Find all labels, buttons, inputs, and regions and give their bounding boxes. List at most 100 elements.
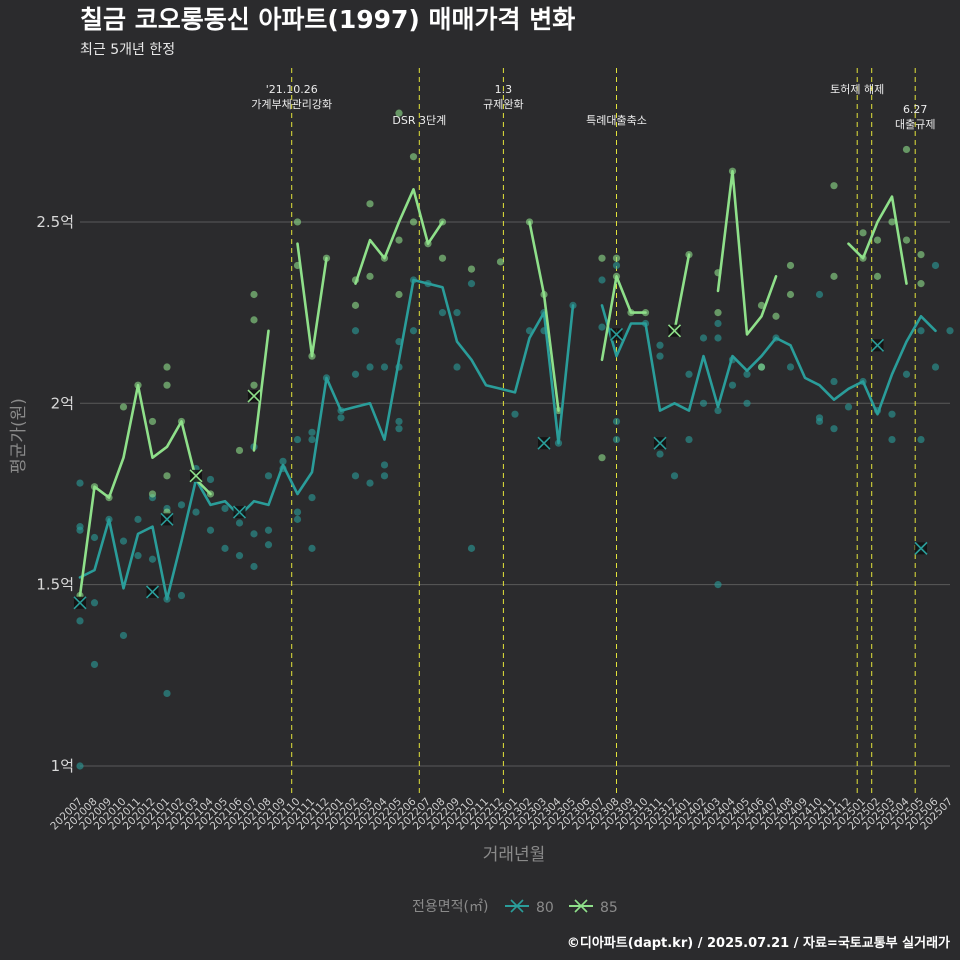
scatter-point [656, 450, 664, 458]
scatter-point [699, 399, 708, 407]
scatter-point [888, 410, 896, 418]
series-line-80 [78, 278, 937, 601]
scatter-point [380, 461, 389, 469]
extreme-marker [189, 469, 203, 483]
scatter-point [221, 544, 229, 552]
scatter-point [612, 261, 621, 270]
y-tick-label: 2억 [51, 394, 74, 412]
scatter-point [496, 258, 505, 266]
scatter-point [206, 526, 215, 534]
extreme-marker [232, 505, 247, 519]
scatter-point [656, 352, 664, 360]
scatter-point [163, 472, 171, 480]
scatter-point [76, 617, 84, 625]
scatter-point [90, 533, 99, 542]
scatter-point [786, 261, 795, 270]
scatter-point [598, 454, 606, 462]
scatter-point [612, 254, 621, 262]
scatter-point [76, 762, 84, 770]
scatter-point [235, 552, 244, 560]
scatter-point [844, 403, 853, 411]
scatter-point [395, 236, 403, 244]
scatter-point [250, 316, 258, 324]
scatter-point [395, 290, 403, 299]
scatter-point [772, 312, 780, 320]
extreme-marker [537, 436, 551, 450]
extreme-marker-cross [145, 585, 160, 599]
scatter-point [148, 490, 157, 498]
scatter-point [119, 631, 128, 640]
extreme-marker-cross [160, 512, 174, 526]
scatter-point [264, 472, 273, 480]
y-axis-title: 평균가(원) [9, 398, 29, 474]
scatter-point [366, 200, 374, 208]
extreme-marker-cross [667, 324, 682, 338]
scatter-point [163, 381, 171, 389]
scatter-point [685, 370, 693, 378]
x-tick-labels: 2020072020082020092020102020112020122021… [48, 795, 955, 832]
scatter-point [714, 406, 722, 415]
extreme-marker [145, 585, 160, 599]
scatter-point [656, 341, 664, 349]
event-label: 토허제 해제 [830, 82, 884, 96]
event-label: 6.27 [903, 103, 928, 116]
scatter-point [873, 272, 882, 280]
scatter-point [221, 504, 229, 513]
extreme-marker-cross [189, 469, 203, 483]
scatter-point [308, 428, 316, 436]
legend-label: 80 [536, 900, 554, 916]
extreme-marker-cross [609, 327, 624, 341]
scatter-point [293, 218, 302, 226]
extreme-marker [914, 541, 928, 555]
scatter-point [366, 272, 374, 280]
scatter-point [250, 562, 258, 571]
legend-swatch-cross [574, 899, 588, 913]
scatter-point [192, 508, 200, 516]
scatter-point [888, 435, 896, 444]
scatter-point [409, 153, 418, 161]
scatter-point [395, 425, 403, 433]
scatter-point [612, 435, 621, 444]
event-label: 대출규제 [895, 118, 935, 131]
scatter-point [438, 254, 447, 262]
scatter-point [743, 370, 751, 378]
x-axis-title: 거래년월 [483, 845, 546, 865]
scatter-point [119, 403, 128, 411]
scatter-point [873, 236, 882, 244]
extreme-marker [870, 338, 885, 352]
scatter-point [612, 417, 621, 426]
scatter-point [902, 145, 911, 154]
scatter-point [395, 417, 403, 426]
scatter-point [366, 479, 374, 487]
scatter-point [917, 327, 925, 335]
scatter-point [888, 218, 896, 226]
event-label: 가계부채관리강화 [251, 98, 332, 111]
scatter-point [786, 363, 795, 371]
scatter-point [902, 370, 911, 378]
scatter-point [728, 381, 737, 389]
scatter-point [786, 290, 795, 299]
extreme-marker-cross [247, 389, 261, 403]
scatter-point [293, 435, 302, 444]
extreme-marker [653, 436, 667, 450]
legend-swatch-cross [510, 899, 524, 913]
scatter-point [351, 472, 360, 480]
extreme-marker-cross [870, 338, 885, 352]
y-tick-labels: 1억 1.5억 2억 2.5억 [36, 213, 74, 775]
scatter-point [815, 290, 824, 299]
legend: 전용면적(㎡) 80 85 [412, 899, 618, 916]
scatter-point [830, 182, 838, 190]
scatter-point [598, 323, 606, 331]
scatter-point [235, 519, 244, 527]
extreme-marker [160, 512, 174, 526]
scatter-point [90, 599, 99, 607]
extreme-marker-cross [537, 436, 551, 450]
event-label: DSR 3단계 [392, 114, 446, 127]
scatter-point [351, 301, 360, 309]
scatter-point [293, 508, 302, 516]
scatter-point [670, 472, 679, 480]
scatter-point [931, 363, 940, 371]
chart-subtitle: 최근 5개년 한정 [80, 42, 175, 58]
